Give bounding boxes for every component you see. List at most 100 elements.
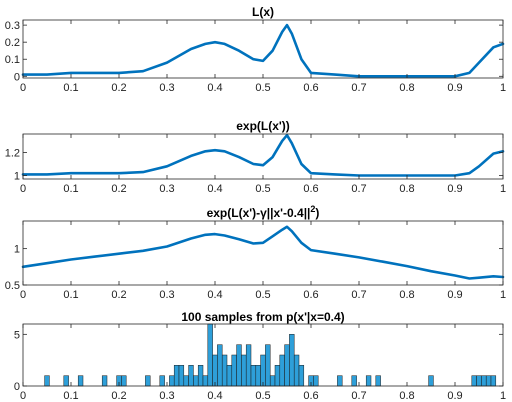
histogram-bar <box>375 375 381 387</box>
y-tick-label: 0.1 <box>5 54 20 66</box>
histogram-bar <box>481 375 487 387</box>
x-tick-label: 0.1 <box>63 82 78 94</box>
x-tick-label: 1 <box>500 289 506 301</box>
y-tick-label: 1 <box>14 171 20 183</box>
histogram-bar <box>269 375 276 387</box>
x-tick-label: 1 <box>500 82 506 94</box>
panel-title-end: ) <box>315 206 319 220</box>
histogram-bar <box>250 365 257 387</box>
histogram-bar <box>279 354 285 387</box>
y-tick-label: 0.3 <box>5 20 20 32</box>
x-tick-label: 0.8 <box>399 390 414 402</box>
histogram-bar <box>121 375 127 387</box>
histogram-bar <box>226 365 233 387</box>
histogram-bar <box>188 365 194 387</box>
x-tick-label: 0.9 <box>447 390 462 402</box>
histogram-bar <box>365 375 372 387</box>
series-line <box>21 23 505 78</box>
x-tick-label: 0.7 <box>351 82 366 94</box>
x-tick-label: 0 <box>20 183 26 195</box>
histogram-bar <box>101 375 108 387</box>
histogram-bar <box>274 365 281 387</box>
histogram-bar <box>173 365 180 387</box>
x-tick-label: 0.9 <box>447 82 462 94</box>
panel-title: exp(L(x')) <box>236 119 290 133</box>
histogram-bar <box>77 375 84 387</box>
histogram-bar <box>490 375 497 387</box>
x-tick-label: 0.8 <box>399 183 414 195</box>
x-tick-label: 0.5 <box>255 183 270 195</box>
histogram-bar <box>284 344 290 387</box>
x-tick-label: 0.2 <box>111 390 126 402</box>
x-tick-label: 0.4 <box>207 82 222 94</box>
x-tick-label: 0.9 <box>447 183 462 195</box>
histogram-bar <box>212 354 218 387</box>
y-tick-label: 1.2 <box>5 147 20 159</box>
x-tick-label: 0.7 <box>351 183 366 195</box>
histogram-bar <box>471 375 477 387</box>
x-tick-label: 1 <box>500 183 506 195</box>
x-tick-label: 0.7 <box>351 289 366 301</box>
histogram-bar <box>428 375 434 387</box>
x-tick-label: 0.3 <box>159 183 174 195</box>
histogram-bar <box>159 375 165 387</box>
histogram-bar <box>298 365 305 387</box>
y-tick-label: 1 <box>14 244 20 256</box>
series-line <box>21 225 505 280</box>
histogram-bar <box>245 344 252 387</box>
histogram-bar <box>293 354 300 387</box>
y-tick-label: 5 <box>14 329 20 341</box>
histogram-bar <box>169 375 175 387</box>
histogram-bar <box>485 375 492 387</box>
histogram-bar <box>476 375 482 387</box>
histogram-bar <box>255 365 261 387</box>
x-tick-label: 0.4 <box>207 289 222 301</box>
x-tick-label: 0 <box>20 82 26 94</box>
x-tick-label: 1 <box>500 390 506 402</box>
x-tick-label: 0.7 <box>351 390 366 402</box>
histogram-bar <box>351 375 357 387</box>
x-tick-label: 0.5 <box>255 390 270 402</box>
x-tick-label: 0.3 <box>159 390 174 402</box>
histogram-bar <box>183 375 189 387</box>
x-tick-label: 0 <box>20 289 26 301</box>
panel-title: 100 samples from p(x'|x=0.4) <box>181 310 344 324</box>
x-tick-label: 0.9 <box>447 289 462 301</box>
x-tick-label: 0.1 <box>63 390 78 402</box>
panel-histogram: 100 samples from p(x'|x=0.4) 0 0.1 0.2 0.3 0… <box>14 310 506 402</box>
histogram-bar <box>313 375 319 387</box>
x-tick-label: 0.8 <box>399 82 414 94</box>
panel-exp-penalized: exp(L(x')-γ||x'-0.4||2) 0 0.1 0.2 0.3 0.4 0.5… <box>5 204 506 301</box>
panel-title-main: exp(L(x')-γ||x'-0.4|| <box>207 206 311 220</box>
x-tick-label: 0.5 <box>255 82 270 94</box>
x-tick-label: 0.3 <box>159 289 174 301</box>
x-tick-label: 0.4 <box>207 183 222 195</box>
x-tick-label: 0.6 <box>303 289 318 301</box>
histogram-bar <box>337 375 343 387</box>
histogram-bar <box>260 354 266 387</box>
x-tick-label: 0.1 <box>63 183 78 195</box>
x-tick-label: 0.8 <box>399 289 414 301</box>
series-line <box>21 133 505 177</box>
panel-likelihood: L(x) 0 0.1 0.2 0.3 0.4 0.5 0.6 0.7 0.8 0.9 1 0 0.1 0.… <box>5 5 506 94</box>
x-tick-label: 0.6 <box>303 82 318 94</box>
panel-exp-likelihood: exp(L(x')) 0 0.1 0.2 0.3 0.4 0.5 0.6 0.7 0.8 0.9 1… <box>5 119 506 195</box>
histogram-bar <box>178 365 185 387</box>
histogram-bar <box>145 375 151 387</box>
histogram-bar <box>231 354 237 387</box>
y-tick-label: 0 <box>14 381 20 393</box>
x-tick-label: 0.2 <box>111 183 126 195</box>
histogram-bar <box>207 323 213 387</box>
histogram-bar <box>197 365 204 387</box>
histogram-bar <box>63 375 69 387</box>
x-tick-label: 0.4 <box>207 390 222 402</box>
panel-title: exp(L(x')-γ||x'-0.4||2) <box>207 204 320 220</box>
x-tick-label: 0.6 <box>303 390 318 402</box>
x-tick-label: 0.3 <box>159 82 174 94</box>
histogram-bar <box>202 375 209 387</box>
x-tick-label: 0 <box>20 390 26 402</box>
x-tick-label: 0.5 <box>255 289 270 301</box>
panel-title-superscript: 2 <box>310 204 315 214</box>
